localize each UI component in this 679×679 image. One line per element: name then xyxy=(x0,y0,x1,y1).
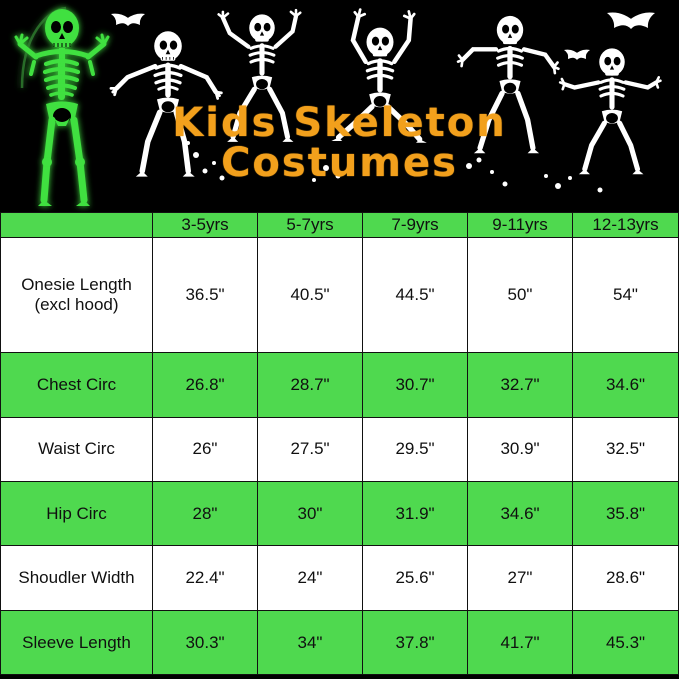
cell-value: 27.5" xyxy=(257,416,363,482)
cell-value: 34" xyxy=(257,609,363,676)
dancing-skeleton-icon xyxy=(109,31,223,177)
cell-value: 26" xyxy=(152,416,258,482)
table-row: Hip Circ 28" 30" 31.9" 34.6" 35.8" xyxy=(0,480,679,547)
cell-value: 30.7" xyxy=(362,352,468,418)
row-label-sleeve-length: Sleeve Length xyxy=(0,609,153,676)
cell-value: 32.7" xyxy=(467,352,573,418)
cell-value: 25.6" xyxy=(362,545,468,611)
column-header-7-9yrs: 7-9yrs xyxy=(362,212,468,238)
cell-value: 30.9" xyxy=(467,416,573,482)
cell-value: 29.5" xyxy=(362,416,468,482)
cell-value: 37.8" xyxy=(362,609,468,676)
cell-value: 50" xyxy=(467,236,573,354)
column-header-3-5yrs: 3-5yrs xyxy=(152,212,258,238)
size-chart-table: 3-5yrs 5-7yrs 7-9yrs 9-11yrs 12-13yrs On… xyxy=(0,212,679,676)
cell-value: 41.7" xyxy=(467,609,573,676)
cell-value: 26.8" xyxy=(152,352,258,418)
cell-value: 45.3" xyxy=(572,609,679,676)
dancing-skeleton-icon xyxy=(331,8,427,143)
cell-value: 32.5" xyxy=(572,416,679,482)
hero-banner: Kids Skeleton Costumes xyxy=(0,0,679,212)
row-label-text: Onesie Length xyxy=(21,275,132,295)
table-corner-cell xyxy=(0,212,153,238)
row-label-shoulder-width: Shoudler Width xyxy=(0,545,153,611)
column-header-9-11yrs: 9-11yrs xyxy=(467,212,573,238)
dancing-skeleton-icon xyxy=(558,48,662,175)
cell-value: 54" xyxy=(572,236,679,354)
cell-value: 40.5" xyxy=(257,236,363,354)
row-label-chest-circ: Chest Circ xyxy=(0,352,153,418)
table-header-row: 3-5yrs 5-7yrs 7-9yrs 9-11yrs 12-13yrs xyxy=(0,212,679,238)
cell-value: 34.6" xyxy=(572,352,679,418)
row-label-hip-circ: Hip Circ xyxy=(0,480,153,547)
dancing-skeleton-icon xyxy=(456,15,560,154)
cell-value: 22.4" xyxy=(152,545,258,611)
size-chart-table-container: 3-5yrs 5-7yrs 7-9yrs 9-11yrs 12-13yrs On… xyxy=(0,212,679,676)
cell-value: 28.7" xyxy=(257,352,363,418)
confetti-dots xyxy=(186,141,603,193)
dancing-skeleton-icon xyxy=(217,8,302,142)
cell-value: 36.5" xyxy=(152,236,258,354)
table-row: Sleeve Length 30.3" 34" 37.8" 41.7" 45.3… xyxy=(0,609,679,676)
column-header-5-7yrs: 5-7yrs xyxy=(257,212,363,238)
hero-artwork xyxy=(0,0,679,212)
cell-value: 35.8" xyxy=(572,480,679,547)
cell-value: 30" xyxy=(257,480,363,547)
table-row: Shoudler Width 22.4" 24" 25.6" 27" 28.6" xyxy=(0,545,679,611)
table-row: Chest Circ 26.8" 28.7" 30.7" 32.7" 34.6" xyxy=(0,352,679,418)
table-row: Waist Circ 26" 27.5" 29.5" 30.9" 32.5" xyxy=(0,416,679,482)
column-header-12-13yrs: 12-13yrs xyxy=(572,212,679,238)
bat-icon xyxy=(564,49,590,60)
cell-value: 28.6" xyxy=(572,545,679,611)
bat-icon xyxy=(111,13,145,26)
cell-value: 44.5" xyxy=(362,236,468,354)
bat-icon xyxy=(607,12,655,29)
cell-value: 31.9" xyxy=(362,480,468,547)
table-row: Onesie Length (excl hood) 36.5" 40.5" 44… xyxy=(0,236,679,354)
cell-value: 27" xyxy=(467,545,573,611)
row-label-waist-circ: Waist Circ xyxy=(0,416,153,482)
cell-value: 28" xyxy=(152,480,258,547)
glow-skeleton-icon xyxy=(14,6,110,206)
row-label-subtext: (excl hood) xyxy=(34,294,119,314)
row-label-onesie-length: Onesie Length (excl hood) xyxy=(0,236,153,354)
cell-value: 24" xyxy=(257,545,363,611)
cell-value: 30.3" xyxy=(152,609,258,676)
cell-value: 34.6" xyxy=(467,480,573,547)
